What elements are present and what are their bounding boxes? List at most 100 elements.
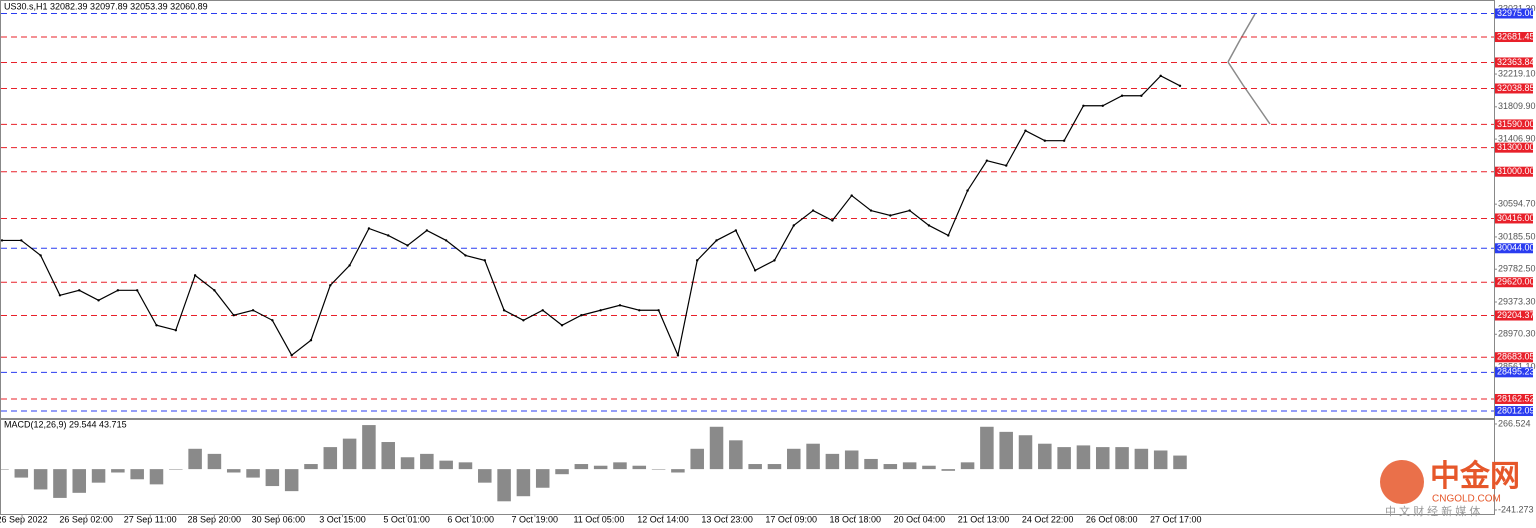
price-point — [444, 239, 448, 242]
x-tick-label: 27 Oct 17:00 — [1150, 514, 1202, 524]
macd-bar — [574, 464, 589, 470]
y-tick-label: 31809.90 — [1498, 101, 1536, 111]
y-tick-label: 28970.30 — [1498, 329, 1536, 339]
price-point — [734, 229, 738, 232]
y-tick-label: 30594.70 — [1498, 199, 1536, 209]
level-label: 31590.00 — [1497, 119, 1535, 129]
price-point — [348, 264, 351, 267]
price-point — [947, 234, 950, 237]
macd-bar — [400, 457, 415, 470]
price-point — [1178, 84, 1182, 88]
price-point — [1082, 104, 1085, 107]
price-point — [1004, 164, 1008, 167]
macd-bar — [381, 442, 395, 470]
macd-bar — [825, 453, 840, 470]
macd-bar — [690, 448, 704, 470]
x-tick-label: 6 Oct 10:00 — [447, 514, 494, 524]
price-point — [560, 324, 564, 327]
price-point — [251, 309, 255, 312]
price-point — [309, 339, 313, 342]
price-point — [1024, 129, 1027, 132]
price-point — [193, 274, 197, 277]
macd-bar — [0, 469, 9, 470]
macd-bar — [1115, 447, 1129, 470]
macd-bar — [284, 469, 299, 492]
macd-bar — [149, 469, 164, 485]
macd-bar — [709, 426, 724, 470]
price-point — [869, 209, 873, 212]
x-tick-label: 18 Oct 18:00 — [830, 514, 882, 524]
price-point — [753, 269, 757, 272]
price-point — [483, 259, 486, 262]
price-point — [232, 314, 235, 317]
price-point — [850, 194, 853, 197]
level-label-box — [1495, 166, 1533, 177]
macd-bar — [420, 453, 434, 470]
level-label-box — [1495, 119, 1533, 130]
main-panel — [0, 0, 1495, 419]
watermark-logo: 中金网 — [1430, 459, 1520, 493]
price-point — [908, 209, 911, 212]
macd-bar — [651, 469, 666, 470]
level-label: 28012.09 — [1497, 405, 1535, 415]
macd-bar — [72, 469, 87, 493]
level-label: 31300.00 — [1497, 142, 1535, 152]
macd-label: MACD(12,26,9) 29.544 43.715 — [4, 419, 127, 429]
price-point — [773, 259, 776, 262]
level-label-box — [1495, 310, 1533, 321]
x-tick-label: 30 Sep 06:00 — [252, 514, 306, 524]
level-label-box — [1495, 243, 1533, 254]
watermark: 中金网 CNGOLD.COM 中 文 财 经 新 媒 体 — [1380, 459, 1520, 518]
macd-bar — [980, 426, 994, 470]
macd-bar — [246, 469, 260, 478]
macd-bar — [729, 440, 743, 470]
arrow-down — [1227, 61, 1271, 125]
macd-bar — [111, 469, 125, 473]
macd-panel — [0, 419, 1495, 515]
price-point — [1101, 104, 1104, 107]
level-label: 29204.37 — [1497, 310, 1535, 320]
price-point — [889, 214, 892, 217]
price-point — [502, 309, 506, 312]
y-tick-label: 32219.10 — [1498, 68, 1536, 78]
macd-bar — [671, 469, 685, 473]
price-point — [927, 224, 931, 227]
level-label-box — [1495, 277, 1533, 288]
level-label: 32363.84 — [1497, 57, 1535, 67]
price-point — [329, 284, 332, 287]
x-tick-label: 20 Oct 04:00 — [894, 514, 946, 524]
x-tick-label: 11 Oct 05:00 — [573, 514, 624, 524]
level-label-box — [1495, 142, 1533, 153]
price-point — [715, 239, 718, 242]
macd-bar — [748, 464, 762, 470]
level-label-box — [1495, 57, 1533, 68]
y-tick-label: 29373.30 — [1498, 296, 1536, 306]
macd-bar — [632, 465, 647, 470]
x-tick-label: 26 Sep 02:00 — [59, 514, 113, 524]
level-label: 30044.00 — [1497, 243, 1535, 253]
price-point — [116, 289, 120, 292]
price-point — [811, 209, 815, 212]
price-point — [271, 319, 274, 322]
macd-bar — [593, 465, 608, 470]
macd-bar — [188, 448, 202, 470]
x-tick-label: 13 Oct 23:00 — [701, 514, 753, 524]
level-label-box — [1495, 83, 1533, 94]
x-tick-label: 17 Oct 09:00 — [765, 514, 817, 524]
macd-bar — [323, 447, 338, 470]
price-point — [135, 289, 139, 292]
price-point — [213, 289, 216, 292]
level-label: 31000.00 — [1497, 166, 1535, 176]
macd-bar — [806, 443, 820, 470]
macd-bar — [362, 425, 376, 470]
macd-bar — [1057, 447, 1071, 470]
price-point — [387, 234, 390, 237]
price-point — [1159, 74, 1162, 78]
price-point — [97, 299, 100, 302]
watermark-logo-icon — [1380, 460, 1424, 504]
price-point — [618, 304, 622, 307]
price-point — [290, 354, 293, 357]
macd-bar — [265, 469, 280, 487]
x-tick-label: 27 Sep 11:00 — [124, 514, 177, 524]
price-point — [638, 309, 641, 312]
